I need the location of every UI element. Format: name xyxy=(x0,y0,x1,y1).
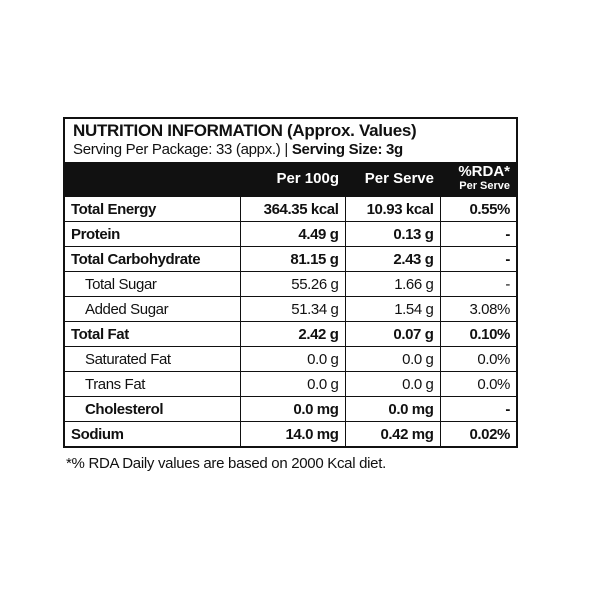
column-title: Per 100g xyxy=(276,170,339,187)
table-row: Protein 4.49 g 0.13 g- xyxy=(65,221,516,247)
nutrient-value: 0.10% xyxy=(439,321,516,347)
nutrient-name: Protein xyxy=(65,221,240,247)
serving-per-package: Serving Per Package: 33 (appx.) xyxy=(73,141,281,158)
nutrient-value: 4.49 g xyxy=(239,221,345,247)
table-row: Cholesterol 0.0 mg 0.0 mg - xyxy=(65,396,516,422)
nutrient-value: - xyxy=(439,271,516,297)
nutrient-value: 0.42 mg xyxy=(344,421,440,446)
serving-size: Serving Size: 3g xyxy=(291,141,403,158)
table-row: Total Sugar 55.26 g 1.66 g- xyxy=(65,271,516,297)
separator: | xyxy=(284,141,288,158)
nutrient-value: 0.0 g xyxy=(239,371,345,397)
nutrient-name: Total Carbohydrate xyxy=(65,246,240,272)
header-row: Per 100g Per Serve %RDA* Per Serve xyxy=(65,162,516,197)
title: NUTRITION INFORMATION (Approx. Values) xyxy=(73,121,417,140)
serving-info: Serving Per Package: 33 (appx.) | Servin… xyxy=(65,141,516,162)
footnote: *% RDA Daily values are based on 2000 Kc… xyxy=(66,455,386,472)
nutrient-name: Total Sugar xyxy=(65,271,240,297)
table-body: Total Energy 364.35 kcal 10.93 kcal 0.55% Pr… xyxy=(65,196,516,446)
nutrient-name: Cholesterol xyxy=(65,396,240,422)
nutrient-value: 0.0% xyxy=(439,346,516,372)
nutrient-value: 1.66 g xyxy=(344,271,440,297)
nutrient-value: - xyxy=(439,246,516,272)
nutrient-value: - xyxy=(439,221,516,247)
nutrient-name: Added Sugar xyxy=(65,296,240,322)
table-row: Total Carbohydrate 81.15 g 2.43 g- xyxy=(65,246,516,272)
nutrient-value: 0.07 g xyxy=(344,321,440,347)
nutrient-value: 0.0 g xyxy=(344,346,440,372)
nutrient-name: Total Energy xyxy=(65,196,240,222)
nutrient-value: 1.54 g xyxy=(344,296,440,322)
nutrient-value: 0.0 mg xyxy=(344,396,440,422)
column-header: Per 100g xyxy=(240,162,345,197)
column-header: %RDA* Per Serve xyxy=(440,162,516,197)
nutrient-value: 14.0 mg xyxy=(239,421,345,446)
column-title: Per Serve xyxy=(364,170,434,187)
nutrient-value: 0.55% xyxy=(439,196,516,222)
nutrient-value: 3.08% xyxy=(439,296,516,322)
column-header: Per Serve xyxy=(345,162,440,197)
nutrient-value: 0.0% xyxy=(439,371,516,397)
nutrition-table: Per 100g Per Serve %RDA* Per Serve Total En… xyxy=(65,162,516,446)
table-row: Trans Fat 0.0 g 0.0 g 0.0% xyxy=(65,371,516,397)
nutrient-value: 364.35 kcal xyxy=(239,196,345,222)
column-title: %RDA* xyxy=(458,163,510,180)
nutrient-value: 0.0 g xyxy=(344,371,440,397)
table-row: Total Energy 364.35 kcal 10.93 kcal 0.55% xyxy=(65,196,516,222)
nutrient-value: 51.34 g xyxy=(239,296,345,322)
nutrient-value: 2.43 g xyxy=(344,246,440,272)
nutrient-value: - xyxy=(439,396,516,422)
nutrient-value: 10.93 kcal xyxy=(344,196,440,222)
nutrient-value: 0.0 mg xyxy=(239,396,345,422)
table-row: Total Fat 2.42 g 0.07 g 0.10% xyxy=(65,321,516,347)
table-row: Added Sugar 51.34 g 1.54 g 3.08% xyxy=(65,296,516,322)
nutrient-name: Saturated Fat xyxy=(65,346,240,372)
nutrient-name: Sodium xyxy=(65,421,240,446)
nutrition-panel: NUTRITION INFORMATION (Approx. Values) S… xyxy=(63,117,518,448)
nutrient-value: 0.0 g xyxy=(239,346,345,372)
nutrient-name: Total Fat xyxy=(65,321,240,347)
nutrient-name: Trans Fat xyxy=(65,371,240,397)
nutrient-value: 81.15 g xyxy=(239,246,345,272)
blank-header xyxy=(65,162,240,197)
table-row: Saturated Fat 0.0 g 0.0 g 0.0% xyxy=(65,346,516,372)
column-subtitle: Per Serve xyxy=(459,180,510,192)
nutrient-value: 55.26 g xyxy=(239,271,345,297)
nutrient-value: 0.02% xyxy=(439,421,516,446)
nutrient-value: 0.13 g xyxy=(344,221,440,247)
nutrient-value: 2.42 g xyxy=(239,321,345,347)
table-row: Sodium 14.0 mg 0.42 mg 0.02% xyxy=(65,421,516,446)
